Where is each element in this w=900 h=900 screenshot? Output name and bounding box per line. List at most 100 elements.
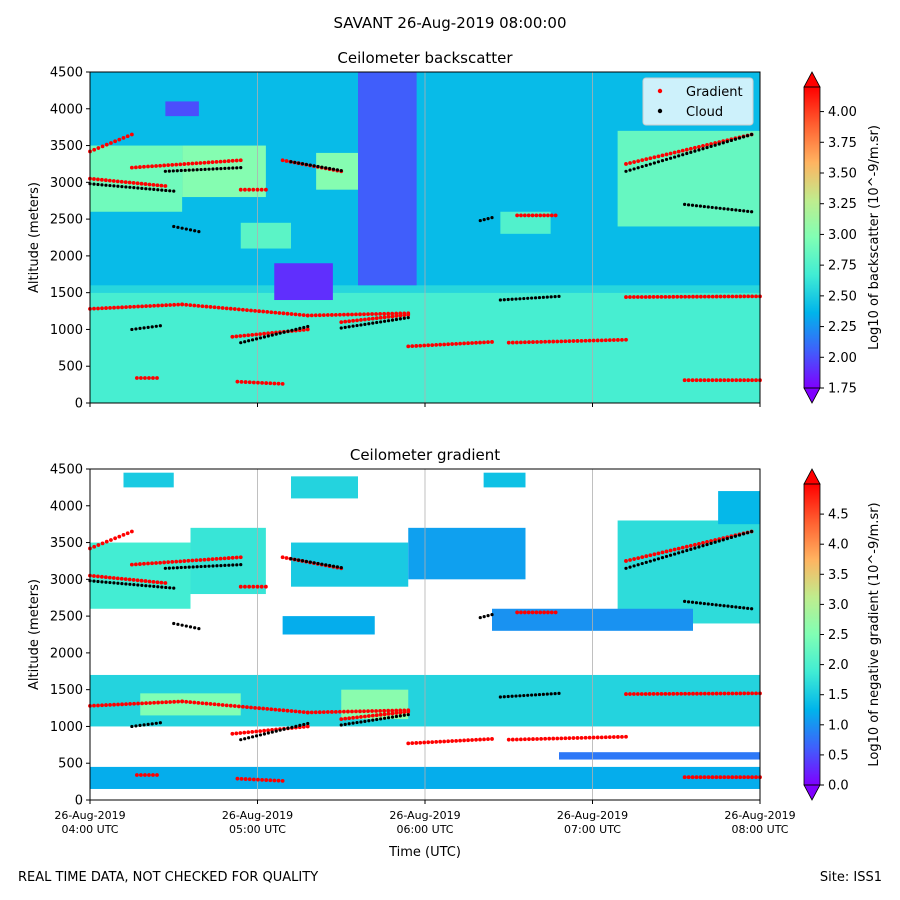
gradient-marker bbox=[305, 724, 310, 729]
gradient-marker bbox=[107, 178, 112, 183]
gradient-marker bbox=[514, 737, 519, 742]
cloud-marker bbox=[390, 715, 395, 719]
y-tick-label: 4500 bbox=[50, 66, 83, 81]
gradient-marker bbox=[313, 313, 318, 318]
gradient-marker bbox=[362, 709, 366, 714]
gradient-marker bbox=[242, 333, 247, 338]
gradient-marker bbox=[147, 182, 152, 187]
gradient-marker bbox=[706, 691, 711, 696]
gradient-marker bbox=[534, 610, 539, 615]
gradient-marker bbox=[139, 376, 143, 380]
gradient-marker bbox=[628, 161, 632, 165]
gradient-marker bbox=[660, 550, 665, 555]
gradient-marker bbox=[698, 378, 703, 383]
gradient-marker bbox=[506, 737, 511, 742]
gradient-marker bbox=[151, 579, 156, 584]
cloud-marker bbox=[184, 624, 188, 628]
gradient-marker bbox=[746, 294, 751, 299]
gradient-marker bbox=[155, 183, 160, 188]
gradient-marker bbox=[522, 610, 527, 615]
gradient-marker bbox=[750, 378, 754, 383]
cloud-marker bbox=[254, 734, 259, 738]
gradient-marker bbox=[656, 154, 661, 159]
gradient-marker bbox=[390, 311, 395, 316]
cloud-marker bbox=[490, 613, 494, 617]
gradient-marker bbox=[245, 705, 249, 710]
cloud-marker bbox=[116, 184, 120, 188]
cloud-marker bbox=[250, 735, 255, 739]
cloud-marker bbox=[640, 561, 644, 566]
gradient-marker bbox=[194, 558, 199, 563]
cloud-marker bbox=[701, 147, 705, 151]
cloud-marker bbox=[339, 723, 343, 727]
gradient-marker bbox=[690, 775, 695, 780]
gradient-marker bbox=[208, 305, 213, 309]
gradient-marker bbox=[519, 213, 523, 218]
gradient-marker bbox=[718, 294, 723, 299]
quality-disclaimer: REAL TIME DATA, NOT CHECKED FOR QUALITY bbox=[18, 870, 319, 885]
cloud-marker bbox=[339, 168, 343, 173]
cloud-marker bbox=[514, 297, 518, 301]
cloud-marker bbox=[486, 217, 490, 221]
gradient-marker bbox=[386, 711, 391, 716]
gradient-marker bbox=[251, 187, 256, 192]
gradient-marker bbox=[359, 318, 363, 322]
gradient-marker bbox=[196, 700, 201, 705]
gradient-marker bbox=[257, 309, 262, 314]
cloud-marker bbox=[293, 160, 297, 165]
colorbar-min-extend bbox=[803, 387, 821, 404]
gradient-marker bbox=[599, 735, 604, 740]
cloud-marker bbox=[652, 558, 656, 562]
cloud-marker bbox=[533, 296, 538, 300]
cloud-marker bbox=[286, 329, 290, 333]
gradient-marker bbox=[378, 712, 383, 717]
gradient-marker bbox=[624, 734, 628, 739]
gradient-marker bbox=[643, 295, 648, 299]
gradient-marker bbox=[160, 303, 164, 308]
cloud-marker bbox=[150, 722, 154, 726]
gradient-marker bbox=[402, 710, 407, 715]
gradient-marker bbox=[714, 775, 719, 780]
cloud-marker bbox=[734, 605, 738, 609]
cloud-marker bbox=[176, 622, 180, 626]
cloud-marker bbox=[316, 164, 320, 169]
cloud-marker bbox=[274, 332, 278, 336]
cloud-marker bbox=[172, 621, 176, 626]
cloud-marker bbox=[116, 581, 120, 585]
cloud-marker bbox=[343, 325, 347, 329]
gradient-marker bbox=[220, 306, 225, 310]
colorbar-tick-label: 3.75 bbox=[828, 136, 857, 151]
gradient-marker bbox=[418, 343, 423, 348]
cloud-marker bbox=[706, 602, 710, 606]
gradient-marker bbox=[285, 311, 290, 316]
gradient-marker bbox=[343, 319, 348, 324]
gradient-marker bbox=[358, 709, 362, 714]
cloud-marker bbox=[660, 159, 665, 163]
colorbar-tick-label: 3.25 bbox=[828, 197, 857, 212]
cloud-marker bbox=[726, 604, 730, 608]
field-layer bbox=[90, 145, 183, 212]
gradient-marker bbox=[228, 306, 233, 311]
cloud-marker bbox=[652, 161, 656, 165]
gradient-marker bbox=[129, 132, 134, 137]
gradient-marker bbox=[714, 294, 719, 299]
gradient-marker bbox=[359, 715, 363, 719]
gradient-marker bbox=[644, 554, 649, 559]
cloud-marker bbox=[705, 145, 709, 150]
cloud-marker bbox=[308, 163, 312, 167]
cloud-marker bbox=[730, 207, 734, 212]
gradient-marker bbox=[264, 778, 269, 782]
gradient-marker bbox=[628, 295, 632, 299]
cloud-marker bbox=[258, 733, 263, 737]
gradient-marker bbox=[539, 339, 543, 344]
gradient-marker bbox=[212, 702, 217, 707]
gradient-marker bbox=[624, 295, 628, 299]
gradient-marker bbox=[636, 159, 641, 163]
gradient-marker bbox=[113, 139, 118, 144]
gradient-marker bbox=[430, 343, 435, 348]
gradient-marker bbox=[182, 559, 187, 563]
cloud-marker bbox=[717, 539, 721, 543]
cloud-marker bbox=[632, 167, 636, 171]
cloud-marker bbox=[306, 721, 310, 726]
gradient-marker bbox=[591, 338, 596, 343]
